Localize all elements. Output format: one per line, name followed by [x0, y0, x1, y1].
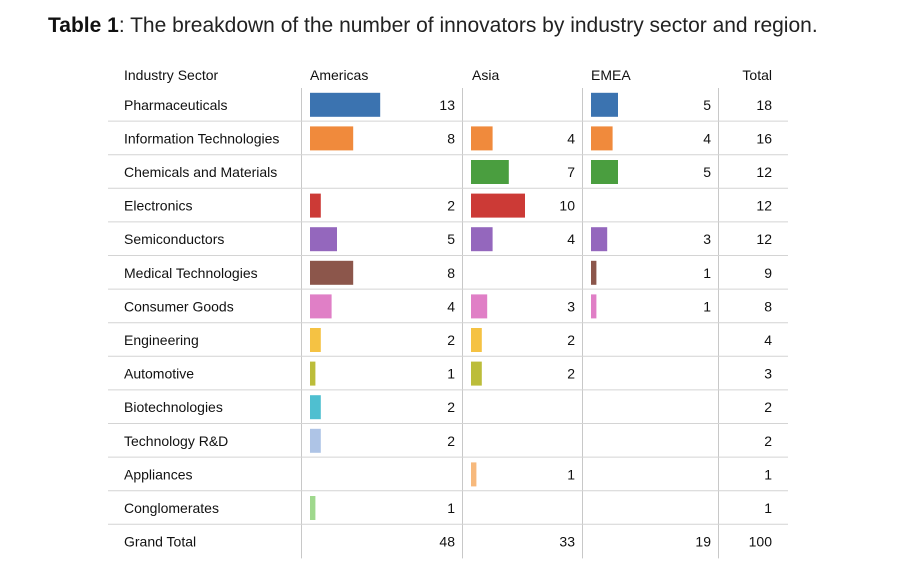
value-pharmaceuticals-emea: 5 [703, 97, 711, 113]
value-medical-technologies-americas: 8 [447, 265, 455, 281]
header-total: Total [742, 67, 772, 83]
total-electronics: 12 [756, 198, 772, 214]
sector-label-electronics: Electronics [124, 198, 192, 214]
bar-biotechnologies-americas [310, 395, 321, 420]
sector-label-grand-total: Grand Total [124, 534, 196, 550]
value-information-technologies-asia: 4 [567, 130, 575, 146]
total-appliances: 1 [764, 466, 772, 482]
value-grand-total-asia: 33 [559, 534, 575, 550]
total-consumer-goods: 8 [764, 298, 772, 314]
bar-chemicals-and-materials-asia [471, 160, 509, 184]
total-information-technologies: 16 [756, 130, 772, 146]
value-technology-r-d-americas: 2 [447, 433, 455, 449]
bar-semiconductors-emea [591, 227, 608, 252]
value-grand-total-americas: 48 [439, 534, 455, 550]
header-industry-sector: Industry Sector [124, 67, 218, 83]
value-engineering-americas: 2 [447, 332, 455, 348]
bar-electronics-americas [310, 193, 321, 218]
total-automotive: 3 [764, 366, 772, 382]
sector-label-pharmaceuticals: Pharmaceuticals [124, 97, 228, 113]
value-chemicals-and-materials-asia: 7 [567, 164, 575, 180]
bar-electronics-asia [471, 193, 525, 218]
sector-label-consumer-goods: Consumer Goods [124, 298, 234, 314]
caption-text: : The breakdown of the number of innovat… [118, 14, 818, 37]
bar-semiconductors-americas [310, 227, 337, 252]
bar-automotive-asia [471, 361, 482, 386]
header-asia: Asia [472, 67, 499, 83]
value-consumer-goods-emea: 1 [703, 298, 711, 314]
bar-technology-r-d-americas [310, 428, 321, 453]
table-caption: Table 1: The breakdown of the number of … [48, 14, 818, 38]
value-electronics-americas: 2 [447, 198, 455, 214]
bar-automotive-americas [310, 361, 316, 386]
value-semiconductors-asia: 4 [567, 231, 575, 247]
value-electronics-asia: 10 [559, 198, 575, 214]
value-automotive-asia: 2 [567, 366, 575, 382]
value-semiconductors-americas: 5 [447, 231, 455, 247]
sector-label-conglomerates: Conglomerates [124, 500, 219, 516]
header-americas: Americas [310, 67, 368, 83]
sector-label-appliances: Appliances [124, 466, 193, 482]
total-conglomerates: 1 [764, 500, 772, 516]
value-conglomerates-americas: 1 [447, 500, 455, 516]
value-pharmaceuticals-americas: 13 [439, 97, 455, 113]
sector-label-information-technologies: Information Technologies [124, 130, 279, 146]
caption-label: Table 1 [48, 14, 119, 37]
sector-label-biotechnologies: Biotechnologies [124, 399, 223, 415]
value-consumer-goods-asia: 3 [567, 298, 575, 314]
bar-appliances-asia [471, 462, 477, 487]
bar-consumer-goods-americas [310, 294, 332, 319]
sector-label-medical-technologies: Medical Technologies [124, 265, 258, 281]
value-medical-technologies-emea: 1 [703, 265, 711, 281]
value-information-technologies-emea: 4 [703, 130, 711, 146]
value-consumer-goods-americas: 4 [447, 298, 455, 314]
bar-consumer-goods-emea [591, 294, 597, 319]
value-automotive-americas: 1 [447, 366, 455, 382]
sector-label-engineering: Engineering [124, 332, 199, 348]
bar-engineering-americas [310, 328, 321, 352]
total-engineering: 4 [764, 332, 772, 348]
total-biotechnologies: 2 [764, 399, 772, 415]
value-information-technologies-americas: 8 [447, 130, 455, 146]
sector-label-automotive: Automotive [124, 366, 194, 382]
total-chemicals-and-materials: 12 [756, 164, 772, 180]
bar-pharmaceuticals-americas [310, 92, 381, 117]
value-grand-total-emea: 19 [695, 534, 711, 550]
bar-engineering-asia [471, 328, 482, 352]
sector-label-semiconductors: Semiconductors [124, 231, 224, 247]
header-emea: EMEA [591, 67, 631, 83]
bar-semiconductors-asia [471, 227, 493, 252]
bar-medical-technologies-americas [310, 260, 354, 285]
sector-label-technology-r-d: Technology R&D [124, 433, 228, 449]
value-semiconductors-emea: 3 [703, 231, 711, 247]
total-semiconductors: 12 [756, 231, 772, 247]
bar-pharmaceuticals-emea [591, 92, 618, 117]
total-grand-total: 100 [749, 534, 773, 550]
bar-information-technologies-asia [471, 126, 493, 151]
total-pharmaceuticals: 18 [756, 97, 772, 113]
bar-consumer-goods-asia [471, 294, 488, 319]
bar-information-technologies-emea [591, 126, 613, 151]
value-chemicals-and-materials-emea: 5 [703, 164, 711, 180]
total-technology-r-d: 2 [764, 433, 772, 449]
value-biotechnologies-americas: 2 [447, 399, 455, 415]
bar-medical-technologies-emea [591, 260, 597, 285]
bar-conglomerates-americas [310, 496, 316, 520]
value-engineering-asia: 2 [567, 332, 575, 348]
total-medical-technologies: 9 [764, 265, 772, 281]
sector-label-chemicals-and-materials: Chemicals and Materials [124, 164, 277, 180]
bar-chemicals-and-materials-emea [591, 160, 618, 184]
value-appliances-asia: 1 [567, 466, 575, 482]
bar-information-technologies-americas [310, 126, 354, 151]
